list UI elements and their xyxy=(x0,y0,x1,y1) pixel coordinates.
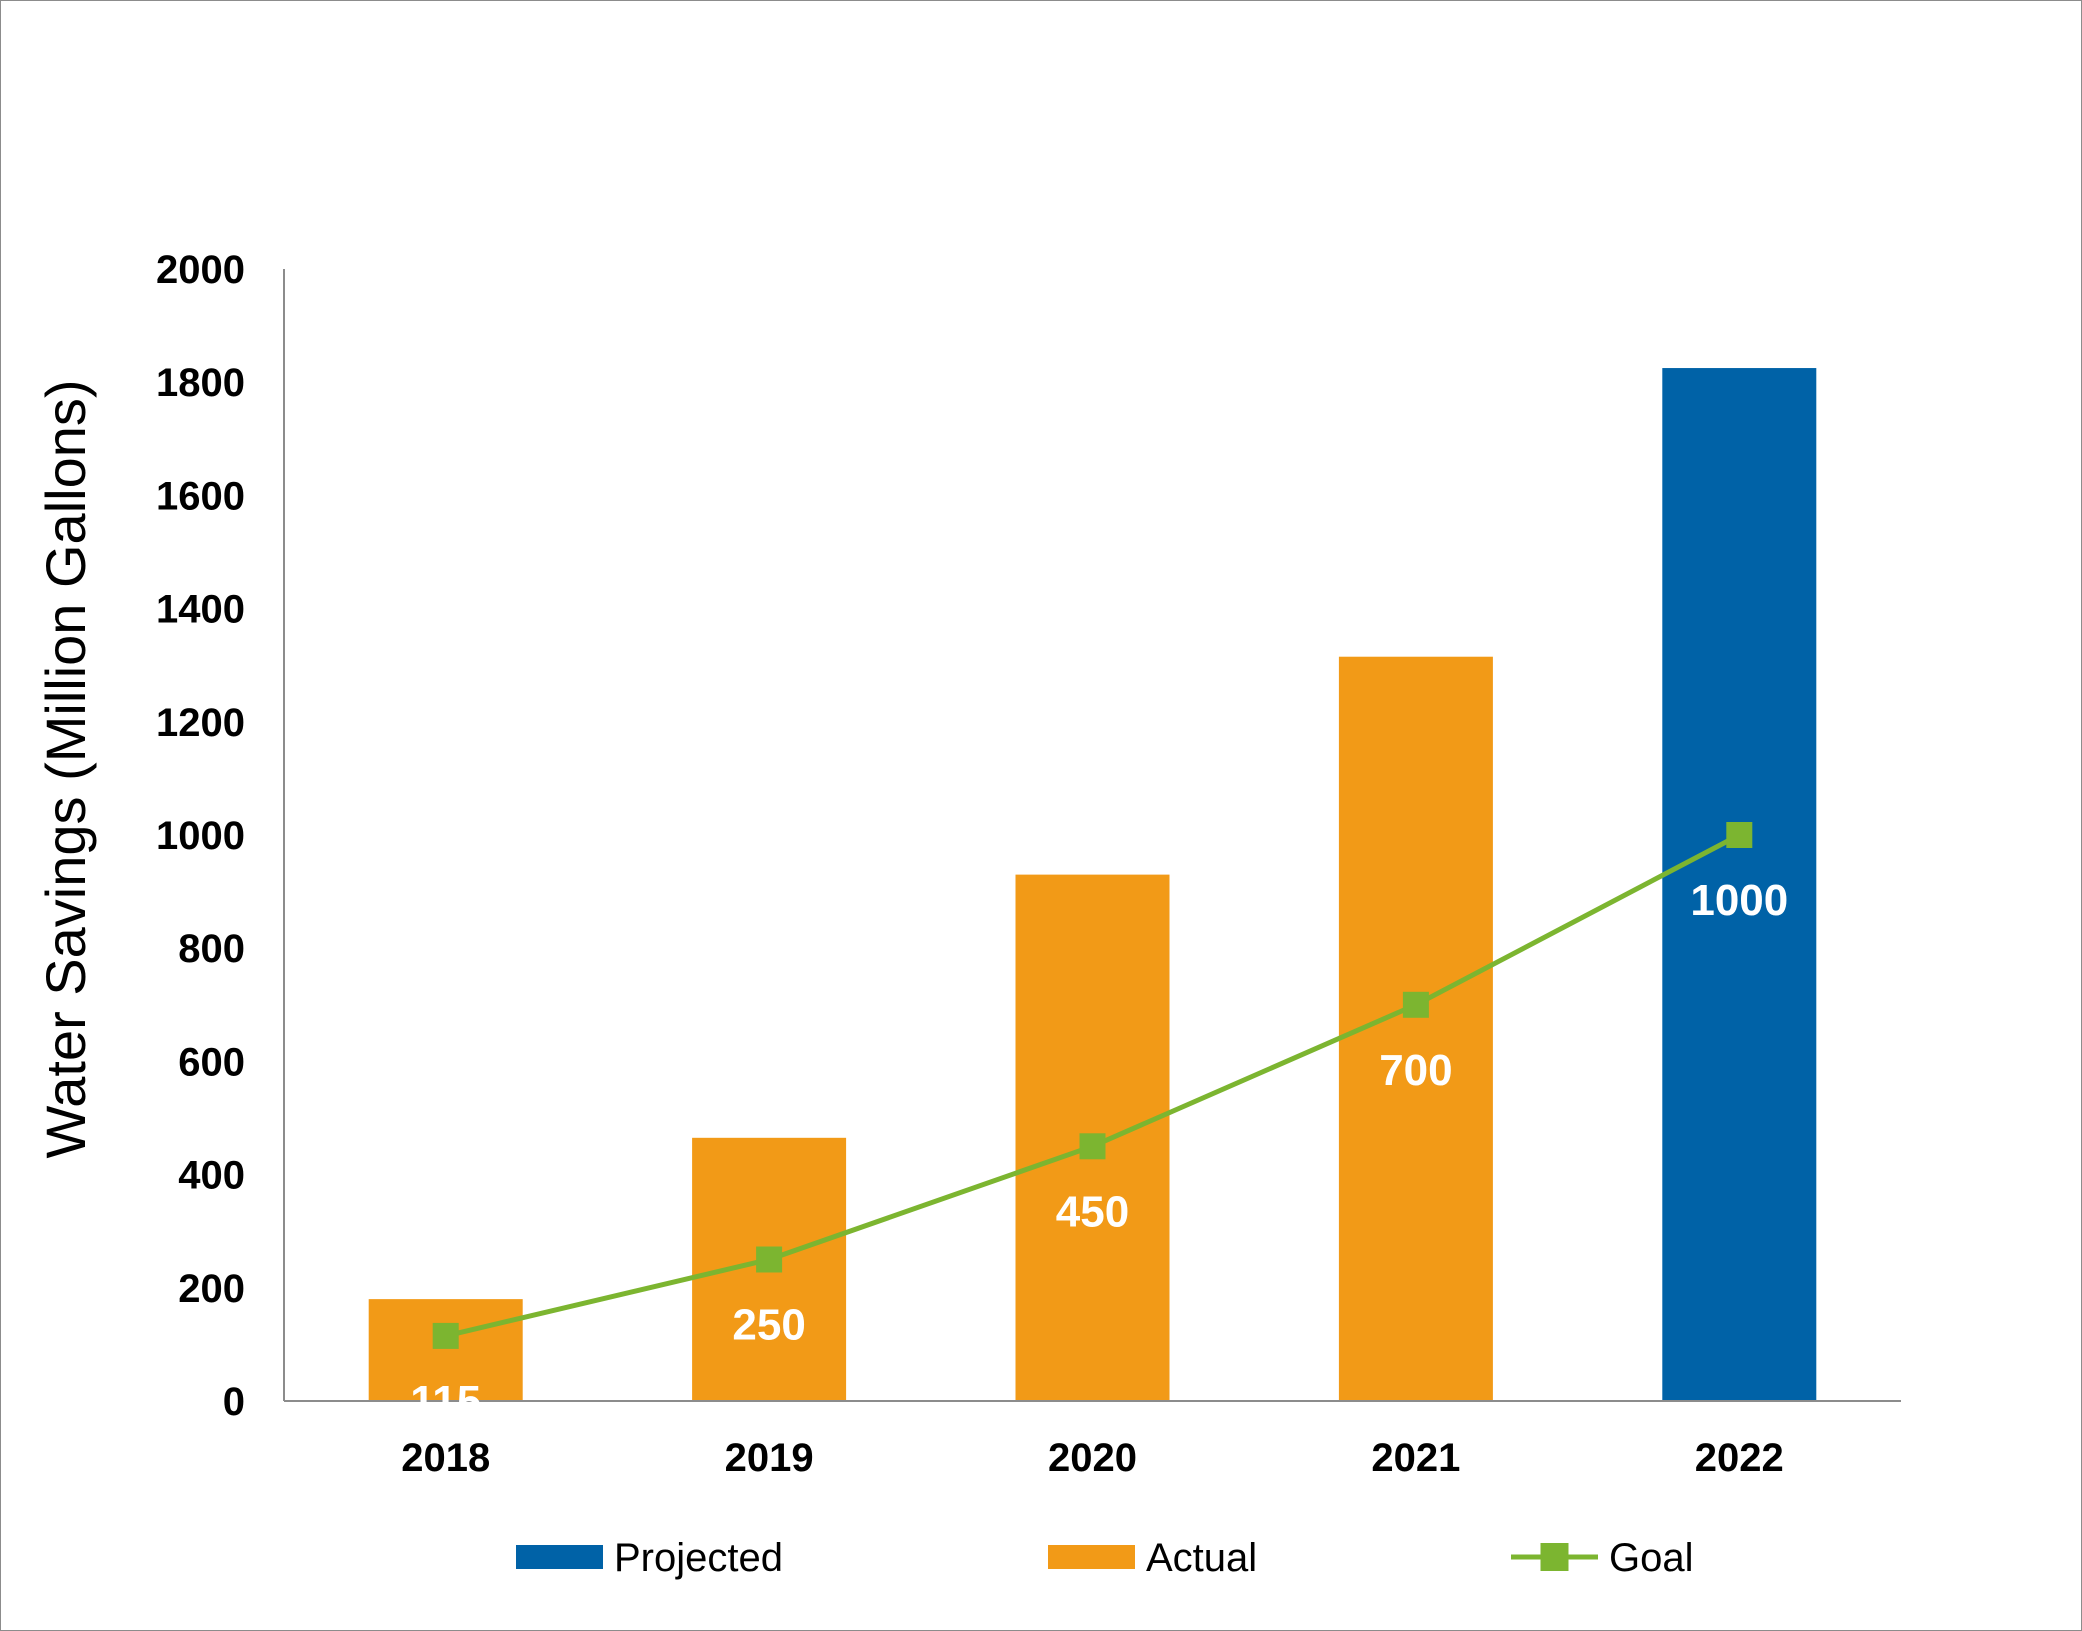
legend-marker-goal xyxy=(1540,1543,1569,1571)
goal-line xyxy=(432,822,1753,1349)
bar-projected-2022 xyxy=(1662,368,1817,1401)
y-tick-label: 0 xyxy=(223,1380,245,1424)
x-tick-label: 2022 xyxy=(1695,1436,1784,1480)
y-tick-label: 1200 xyxy=(156,701,245,745)
goal-data-label: 450 xyxy=(1056,1187,1129,1236)
x-axis-ticks: 2018 2019 2020 2021 2022 xyxy=(401,1436,1784,1480)
legend-label-projected: Projected xyxy=(614,1536,783,1580)
legend-label-goal: Goal xyxy=(1609,1536,1694,1580)
x-tick-label: 2019 xyxy=(725,1436,814,1480)
y-axis-ticks: 0 200 400 600 800 1000 1200 1400 1600 1800 2000 xyxy=(156,248,245,1424)
y-tick-label: 800 xyxy=(178,927,245,971)
bars xyxy=(368,368,1817,1401)
legend: Projected Actual Goal xyxy=(516,1536,1694,1580)
x-tick-label: 2021 xyxy=(1371,1436,1460,1480)
axes xyxy=(283,269,1901,1402)
y-tick-label: 1000 xyxy=(156,814,245,858)
y-tick-label: 400 xyxy=(178,1154,245,1198)
goal-data-label: 1000 xyxy=(1690,876,1788,925)
goal-data-label: 250 xyxy=(732,1301,805,1350)
goal-marker xyxy=(1726,822,1753,848)
bar-actual-2018 xyxy=(368,1299,523,1401)
y-tick-label: 600 xyxy=(178,1040,245,1084)
legend-swatch-actual xyxy=(1048,1545,1135,1569)
goal-marker xyxy=(1402,991,1429,1018)
data-labels: 115 250 450 700 1000 xyxy=(410,876,1788,1426)
x-tick-label: 2020 xyxy=(1048,1436,1137,1480)
legend-swatch-projected xyxy=(516,1545,603,1569)
goal-data-label: 115 xyxy=(410,1377,481,1426)
y-tick-label: 200 xyxy=(178,1267,245,1311)
y-tick-label: 1400 xyxy=(156,588,245,632)
y-tick-label: 1600 xyxy=(156,474,245,518)
goal-marker xyxy=(1079,1133,1106,1160)
y-axis-title: Water Savings (Million Gallons) xyxy=(34,379,97,1158)
x-tick-label: 2018 xyxy=(401,1436,490,1480)
goal-marker xyxy=(756,1246,783,1273)
goal-data-label: 700 xyxy=(1379,1046,1452,1095)
goal-marker xyxy=(432,1322,459,1349)
y-tick-label: 2000 xyxy=(156,248,245,292)
y-tick-label: 1800 xyxy=(156,361,245,405)
legend-label-actual: Actual xyxy=(1146,1536,1257,1580)
